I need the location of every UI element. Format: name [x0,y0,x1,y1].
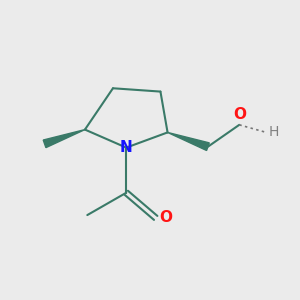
Text: N: N [120,140,133,155]
Text: O: O [233,107,246,122]
Text: O: O [160,210,172,225]
Polygon shape [43,130,85,148]
Text: H: H [268,125,279,140]
Polygon shape [168,132,209,151]
